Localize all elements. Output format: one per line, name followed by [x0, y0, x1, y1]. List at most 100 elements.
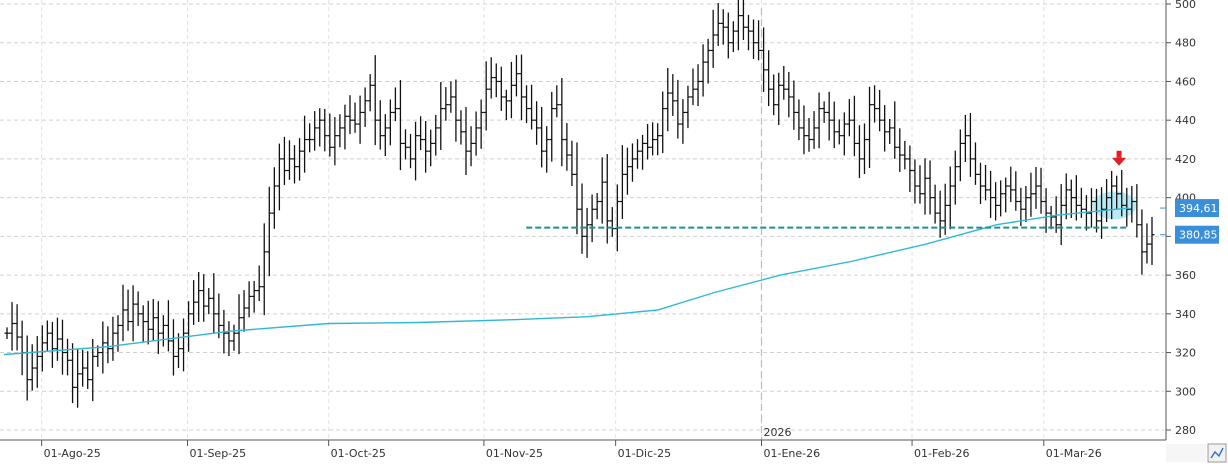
ohlc-bar: [645, 124, 651, 160]
x-tick-label: 01-Oct-25: [331, 447, 386, 460]
ohlc-bar: [14, 304, 20, 351]
price-tag-label: 394,61: [1179, 202, 1218, 215]
ohlc-bar: [1013, 171, 1019, 211]
ohlc-bar: [877, 89, 883, 132]
ohlc-bar: [781, 65, 787, 100]
ohlc-bar: [771, 74, 777, 116]
ohlc-bar: [150, 299, 156, 341]
ohlc-bar: [297, 138, 303, 181]
ohlc-bar: [882, 105, 888, 152]
y-tick-label: 480: [1175, 37, 1196, 50]
ohlc-bar: [130, 285, 136, 342]
ohlc-bar: [534, 101, 540, 145]
year-label: 2026: [763, 426, 791, 439]
ohlc-bar: [766, 50, 772, 107]
ohlc-bar: [352, 102, 358, 133]
ohlc-bar: [1023, 186, 1029, 223]
ohlc-bar: [1063, 173, 1069, 220]
ohlc-bar: [413, 121, 419, 181]
ohlc-bar: [867, 86, 873, 169]
ohlc-bar: [493, 63, 499, 98]
ohlc-bar: [559, 77, 565, 167]
ohlc-bar: [332, 117, 338, 166]
ohlc-bar: [609, 207, 615, 237]
ohlc-bar: [796, 99, 802, 141]
ohlc-bar: [256, 265, 262, 302]
ohlc-bar: [635, 139, 641, 169]
ohlc-bar: [640, 134, 646, 170]
ohlc-bar: [80, 349, 86, 387]
ohlc-bar: [312, 111, 318, 151]
ohlc-bar: [579, 183, 585, 254]
ohlc-bar: [286, 140, 292, 180]
ohlc-bar: [155, 301, 161, 355]
ohlc-bar: [912, 159, 918, 204]
ohlc-bar: [59, 319, 65, 375]
ohlc-bar: [811, 111, 817, 149]
ohlc-bar: [357, 95, 363, 144]
ohlc-bar: [75, 349, 81, 408]
ohlc-bar: [554, 85, 560, 118]
ohlc-bar: [907, 145, 913, 193]
ohlc-bar: [302, 115, 308, 173]
ohlc-bar: [4, 327, 10, 339]
ohlc-bar: [165, 300, 171, 352]
ohlc-bar: [619, 145, 625, 219]
arrow-head: [1112, 157, 1127, 166]
ohlc-bar: [751, 19, 757, 59]
ohlc-bar: [1144, 223, 1150, 264]
ohlc-bar: [226, 321, 232, 357]
ohlc-bar: [211, 273, 217, 333]
ohlc-bar: [745, 14, 751, 51]
ohlc-bar: [983, 164, 989, 201]
ohlc-bar: [791, 80, 797, 130]
ohlc-bar: [897, 128, 903, 172]
ohlc-bar: [806, 118, 812, 152]
ohlc-bar: [836, 119, 842, 145]
ohlc-bar: [544, 126, 550, 173]
y-tick-label: 340: [1175, 308, 1196, 321]
ohlc-bar: [680, 99, 686, 144]
ohlc-bar: [801, 105, 807, 155]
ohlc-bar: [513, 55, 519, 97]
chart-type-toggle-icon[interactable]: [1207, 443, 1227, 463]
ohlc-bar: [498, 66, 504, 111]
ohlc-bar: [90, 338, 96, 402]
ohlc-bar: [49, 321, 55, 368]
ohlc-bar: [1068, 179, 1074, 218]
ohlc-bar: [993, 182, 999, 221]
ohlc-bar: [468, 126, 474, 167]
ohlc-bar: [9, 302, 15, 351]
ohlc-bar: [599, 157, 605, 224]
ohlc-bar: [418, 116, 424, 151]
ohlc-bar: [438, 82, 444, 151]
ohlc-bar: [846, 99, 852, 137]
ohlc-bar: [978, 162, 984, 205]
ohlc-bar: [584, 207, 590, 258]
ohlc-bar: [382, 114, 388, 157]
arrow-shaft: [1116, 150, 1122, 158]
ohlc-bar: [685, 85, 691, 129]
ohlc-bar: [962, 114, 968, 163]
price-tags: 394,61 380,85: [1160, 199, 1219, 244]
ohlc-bar: [186, 301, 192, 352]
ohlc-bar: [39, 325, 45, 372]
ohlc-bar: [181, 318, 187, 372]
ohlc-bar: [1124, 187, 1130, 227]
corner-controls[interactable]: [1166, 443, 1227, 463]
ohlc-bar: [478, 99, 484, 149]
ohlc-bar: [201, 274, 207, 322]
axis-corner-fill: [1166, 444, 1206, 462]
y-tick-label: 320: [1175, 347, 1196, 360]
ohlc-bar: [453, 79, 459, 142]
ohlc-bar: [372, 55, 378, 146]
ohlc-bar: [695, 64, 701, 107]
ohlc-bar: [725, 12, 731, 59]
ohlc-bar: [1018, 187, 1024, 227]
ohlc-bar: [1129, 186, 1135, 223]
ohlc-bar: [665, 67, 671, 132]
ohlc-bar: [851, 95, 857, 157]
ohlc-bar: [700, 44, 706, 97]
